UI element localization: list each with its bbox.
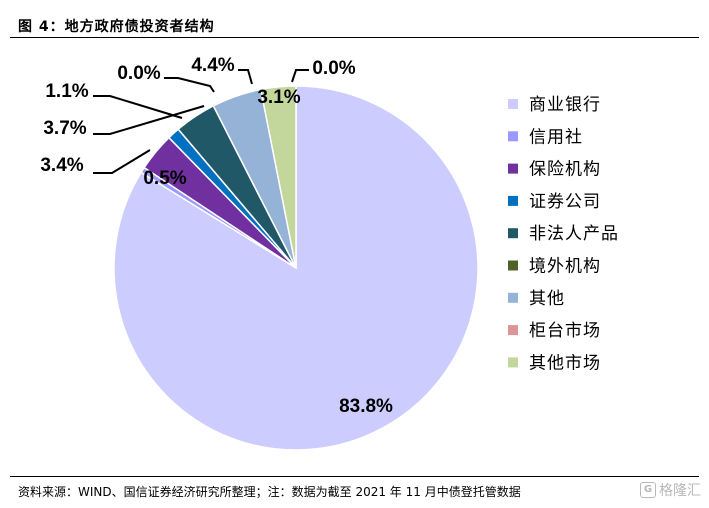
data-label: 0.5% — [143, 168, 186, 189]
legend-swatch — [508, 292, 518, 303]
legend-label: 保险机构 — [529, 160, 601, 180]
legend-swatch — [508, 325, 518, 336]
legend-label: 其他 — [529, 289, 565, 309]
leader-line — [93, 149, 151, 174]
top-rule — [10, 37, 699, 38]
legend-swatch — [508, 195, 518, 206]
legend-swatch — [508, 99, 518, 109]
legend-swatch — [508, 131, 518, 142]
legend-label: 非法人产品 — [529, 224, 619, 244]
legend-label: 证券公司 — [529, 192, 601, 212]
data-label: 1.1% — [45, 81, 88, 102]
legend-label: 境外机构 — [529, 257, 601, 277]
watermark-text: 格隆汇 — [659, 483, 701, 499]
data-label: 83.8% — [339, 396, 393, 417]
legend-label: 其他市场 — [529, 353, 601, 373]
pie-slices — [113, 85, 479, 451]
bottom-rule — [10, 476, 699, 477]
leader-line — [93, 105, 205, 135]
leader-line — [291, 69, 309, 83]
data-label: 3.4% — [40, 155, 83, 176]
legend-label: 商业银行 — [529, 95, 601, 115]
leader-line — [93, 95, 183, 119]
legend-label: 柜台市场 — [529, 321, 601, 341]
figure-title: 图 4：地方政府债投资者结构 — [18, 19, 215, 35]
data-label: 0.0% — [117, 63, 160, 84]
legend-swatch — [508, 260, 518, 271]
source-note: 资料来源：WIND、国信证券经济研究所整理；注：数据为截至 2021 年 11 … — [18, 485, 521, 499]
pie-chart: 83.8% 0.5% 3.4% 1.1% 3.7% 0.0% 4.4% 0.0% 3.1% 商业… — [40, 55, 619, 451]
leader-line — [238, 69, 253, 85]
data-labels: 83.8% 0.5% 3.4% 1.1% 3.7% 0.0% 4.4% 0.0% 3.1% — [40, 55, 393, 417]
watermark-logo-icon: G — [640, 482, 656, 498]
data-label: 0.0% — [312, 58, 355, 79]
watermark: G 格隆汇 — [640, 480, 701, 500]
data-label: 3.7% — [43, 118, 86, 139]
legend-swatch — [508, 163, 518, 174]
legend-swatch — [508, 228, 518, 239]
pie-slice — [113, 85, 479, 451]
leader-lines — [93, 69, 309, 174]
legend-swatch — [508, 357, 518, 368]
legend-label: 信用社 — [529, 127, 583, 147]
data-label: 3.1% — [257, 87, 300, 108]
leader-line — [164, 77, 215, 93]
pie-slice — [259, 85, 297, 269]
data-label: 4.4% — [191, 55, 234, 76]
